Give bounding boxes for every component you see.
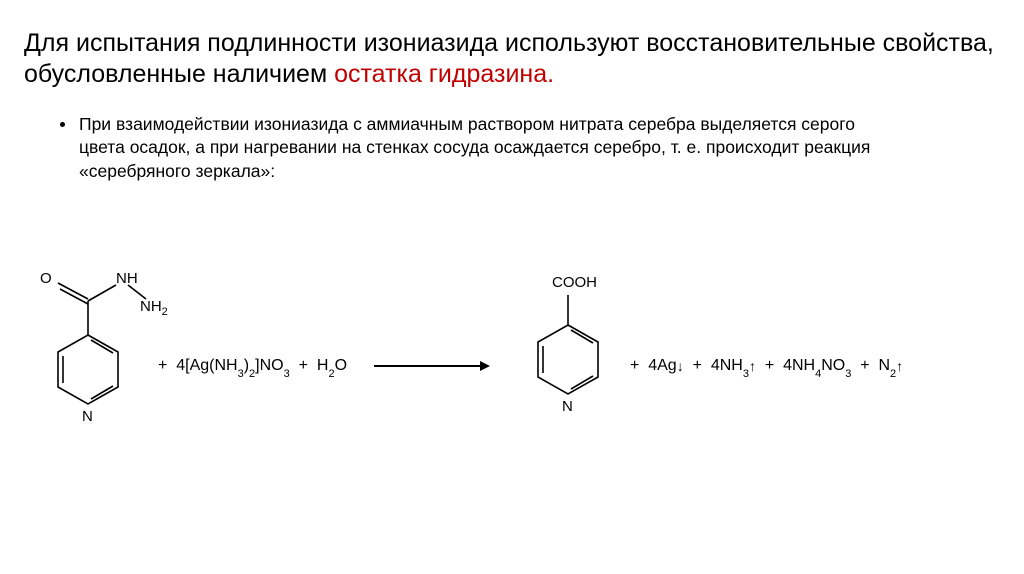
reagents-text: + 4[Ag(NH3)2]NO3 + H2O <box>158 357 347 377</box>
bullet-block: При взаимодействии изониазида с аммиачны… <box>60 113 1000 184</box>
label-O: O <box>40 270 52 287</box>
molecule-isonicotinic-acid: COOH N <box>518 263 618 438</box>
label-N-left: N <box>82 408 93 425</box>
label-COOH: COOH <box>552 274 597 291</box>
slide-title: Для испытания подлинности изониазида исп… <box>24 28 1000 91</box>
molecule-isoniazid: O NH NH2 N <box>28 243 168 438</box>
products-text: + 4Ag↓ + 4NH3↑ + 4NH4NO3 + N2↑ <box>630 357 903 377</box>
label-NH2: NH2 <box>140 298 168 318</box>
reaction-arrow-line <box>374 365 482 367</box>
bullet-dot-icon <box>60 122 65 127</box>
label-N-right: N <box>562 398 573 415</box>
reaction-scheme: O NH NH2 N + 4[Ag(NH3)2]NO3 + H2O <box>28 243 1000 473</box>
reaction-arrow-head-icon <box>480 361 490 371</box>
acid-svg: COOH N <box>518 263 618 433</box>
isoniazid-svg: O NH NH2 N <box>28 243 168 433</box>
label-NH: NH <box>116 270 138 287</box>
bullet-text: При взаимодействии изониазида с аммиачны… <box>79 113 879 184</box>
title-highlight: остатка гидразина. <box>334 60 554 88</box>
